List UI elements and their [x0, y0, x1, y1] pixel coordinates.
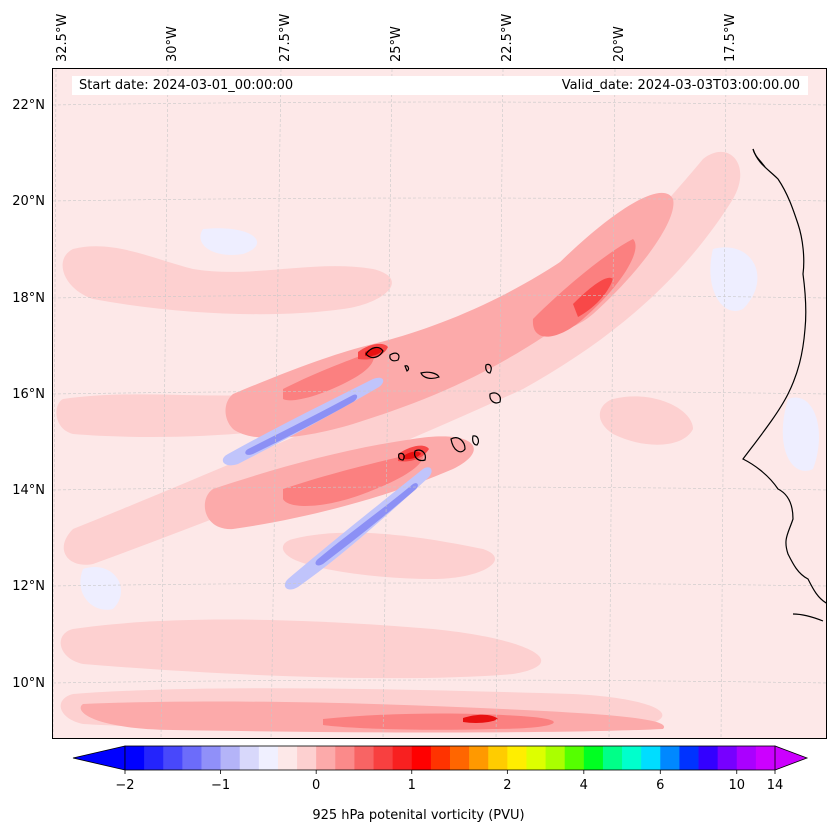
- lat-label: 18°N: [12, 291, 45, 306]
- africa-coastline: [742, 148, 826, 604]
- valid-date: Valid_date: 2024-03-03T03:00:00.00: [561, 78, 800, 93]
- pv-blue-tongue-north-core: [245, 394, 358, 455]
- lat-label: 12°N: [12, 579, 45, 594]
- lon-label: 32.5°W: [55, 13, 70, 62]
- lon-label: 17.5°W: [723, 13, 738, 62]
- colorbar-swatch: [755, 746, 776, 770]
- colorbar-tick-label: −1: [211, 778, 230, 793]
- colorbar-tick-label: 4: [580, 778, 588, 793]
- pv-salmon-bands: [283, 239, 636, 730]
- colorbar-swatch: [507, 746, 527, 770]
- colorbar-ticks: −2 −1 0 1 2 4 6 10 14: [115, 770, 783, 793]
- colorbar-swatch: [144, 746, 164, 770]
- graticule: [53, 69, 826, 738]
- colorbar-swatch: [411, 746, 432, 770]
- colorbar-swatch: [373, 746, 394, 770]
- lon-label: 20°W: [612, 26, 627, 62]
- lat-label: 20°N: [12, 194, 45, 209]
- colorbar-swatch: [641, 746, 661, 770]
- colorbar-swatch: [430, 746, 451, 770]
- lat-label: 10°N: [12, 676, 45, 691]
- colorbar-swatch: [201, 746, 221, 770]
- colorbar-swatch: [717, 746, 738, 770]
- colorbar-swatch: [660, 746, 680, 770]
- lon-label: 25°W: [389, 26, 404, 62]
- colorbar-swatch: [469, 746, 489, 770]
- colorbar: −2 −1 0 1 2 4 6 10 14: [72, 745, 809, 793]
- colorbar-swatch: [277, 746, 298, 770]
- colorbar-tick-label: 14: [767, 778, 784, 793]
- colorbar-swatch: [392, 746, 413, 770]
- colorbar-swatch: [354, 746, 374, 770]
- colorbar-extend-high: [774, 745, 809, 771]
- lon-label: 22.5°W: [500, 13, 515, 62]
- colorbar-outline: [124, 745, 776, 771]
- map-panel: [52, 68, 827, 739]
- colorbar-swatch: [564, 746, 585, 770]
- lon-label: 27.5°W: [278, 13, 293, 62]
- colorbar-tick-label: 0: [312, 778, 320, 793]
- colorbar-tick-label: 10: [728, 778, 745, 793]
- colorbar-tick-label: −2: [115, 778, 134, 793]
- colorbar-swatch: [163, 746, 183, 770]
- colorbar-extend-low: [72, 745, 126, 771]
- colorbar-swatch: [220, 746, 241, 770]
- pv-light-blue-patch: [80, 567, 122, 610]
- lat-label: 22°N: [12, 98, 45, 113]
- pv-light-blue-patch: [710, 247, 758, 311]
- colorbar-swatch: [335, 746, 355, 770]
- colorbar-swatch: [258, 746, 279, 770]
- colorbar-tick-label: 6: [656, 778, 664, 793]
- lat-label: 14°N: [12, 483, 45, 498]
- pv-dark-red-cores: [365, 347, 498, 723]
- colorbar-swatch: [622, 746, 642, 770]
- colorbar-swatches: [72, 745, 809, 771]
- start-date: Start date: 2024-03-01_00:00:00: [79, 78, 294, 93]
- pv-blue-tongue-south-core: [315, 483, 418, 566]
- colorbar-swatch: [526, 746, 546, 770]
- colorbar-swatch: [297, 746, 317, 770]
- coastline-segment: [792, 613, 824, 622]
- colorbar-swatch: [182, 746, 202, 770]
- dates-banner: Start date: 2024-03-01_00:00:00 Valid_da…: [72, 76, 808, 95]
- pv-negative-patches: [80, 228, 819, 610]
- colorbar-tick-label: 1: [408, 778, 416, 793]
- colorbar-swatch: [583, 746, 604, 770]
- colorbar-swatch: [450, 746, 470, 770]
- lat-label: 16°N: [12, 387, 45, 402]
- colorbar-swatch: [125, 746, 145, 770]
- colorbar-tick-label: 2: [503, 778, 511, 793]
- coastline-segment: [752, 148, 766, 168]
- pv-light-blue-patch: [200, 228, 258, 255]
- colorbar-swatch: [488, 746, 508, 770]
- lon-label: 30°W: [165, 26, 180, 62]
- cape-verde-islands: [365, 346, 501, 462]
- colorbar-swatch: [316, 746, 336, 770]
- colorbar-swatch: [698, 746, 719, 770]
- pv-field-map: [53, 69, 826, 738]
- colorbar-swatch: [602, 746, 623, 770]
- pv-blue-tongues: [222, 377, 432, 590]
- colorbar-swatch: [239, 746, 260, 770]
- colorbar-swatch: [679, 746, 699, 770]
- pv-light-blue-patch: [782, 397, 819, 471]
- colorbar-title: 925 hPa potenital vorticity (PVU): [312, 808, 525, 823]
- colorbar-swatch: [736, 746, 757, 770]
- colorbar-swatch: [545, 746, 566, 770]
